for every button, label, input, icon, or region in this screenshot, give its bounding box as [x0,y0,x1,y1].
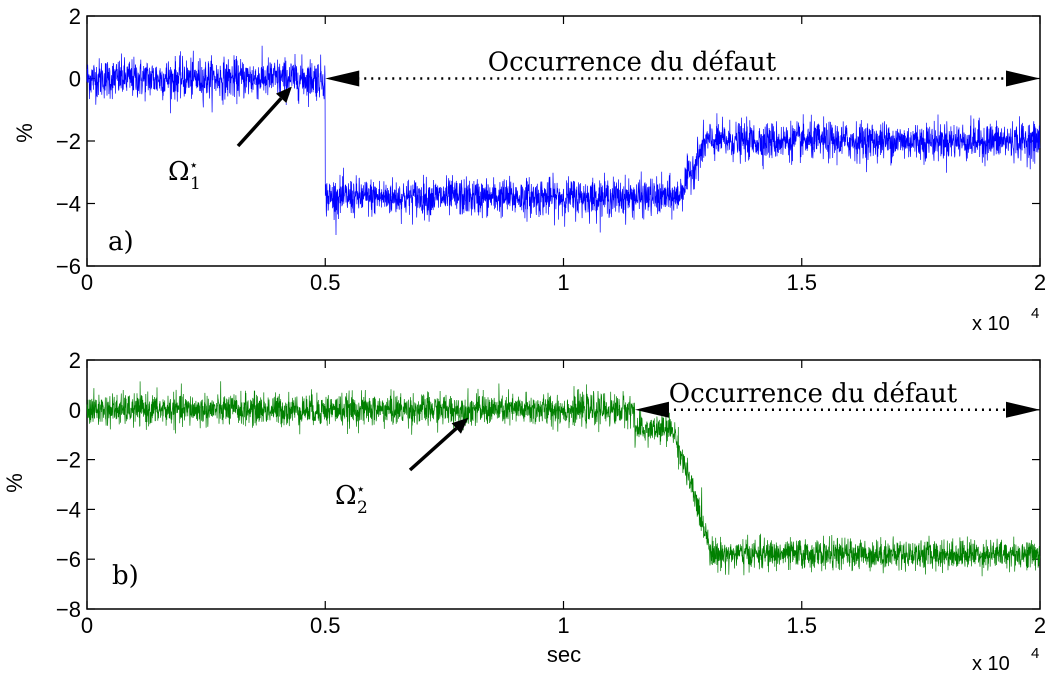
omega-base: Ω [168,157,190,187]
panel-b-annotation: Occurrence du défaut Ω 2⋆ [335,379,1040,518]
x-tick-label: 0.5 [310,613,341,638]
panel-a-ticks: 0 0.5 1 1.5 2 2 0 −2 −4 −6 [56,4,1046,295]
omega-superscript: ⋆ [189,156,198,174]
x-tick-label: 1 [557,613,569,638]
series-line [86,45,1041,236]
annotation-text: Occurrence du défaut [488,48,777,78]
annotation-arrowhead-left [634,401,669,418]
y-tick-label: −2 [56,129,81,154]
y-tick-label: −8 [56,597,81,622]
panel-b-ticks: 0 0.5 1 1.5 2 2 0 −2 −4 −6 −8 [56,348,1046,638]
symbol-pointer-line [236,97,283,148]
panel-b: 0 0.5 1 1.5 2 2 0 −2 −4 −6 −8 Occurrence du défaut… [2,348,1046,673]
x-tick-label: 0 [81,613,93,638]
omega-subscript: 2 [357,498,368,518]
panel-b-label: b) [112,561,139,591]
panel-a-label: a) [108,227,134,257]
panel-a-data [86,45,1041,236]
y-tick-label: −6 [56,547,81,572]
y-tick-label: −4 [56,497,81,522]
symbol-pointer-head [451,417,469,434]
panel-b-multiplier-exp: 4 [1031,645,1039,662]
panel-a-multiplier-exp: 4 [1031,305,1039,322]
x-tick-label: 2 [1034,270,1046,295]
annotation-arrowhead-left [325,70,360,87]
y-tick-label: −6 [56,254,81,279]
series-line [86,381,1041,577]
panel-a-ylabel: % [12,123,37,143]
x-tick-label: 1.5 [786,270,817,295]
panel-b-xlabel: sec [547,642,581,667]
panel-a-annotation: Occurrence du défaut Ω 1⋆ [168,48,1040,194]
omega-symbol: Ω 2⋆ [335,480,368,518]
x-tick-label: 2 [1034,613,1046,638]
omega-superscript: ⋆ [356,480,365,498]
panel-a-multiplier-text: x 10 [972,313,1010,335]
panel-b-data [86,381,1041,577]
annotation-arrowhead-right [1006,401,1040,418]
y-tick-label: −4 [56,192,81,217]
omega-base: Ω [335,481,357,511]
omega-symbol: Ω 1⋆ [168,156,201,194]
x-tick-label: 0.5 [310,270,341,295]
panel-a-x-multiplier: x 10 4 [972,305,1039,335]
y-tick-label: 0 [69,398,81,423]
y-tick-label: 0 [69,67,81,92]
panel-b-x-multiplier: x 10 4 [972,645,1039,673]
x-tick-label: 0 [81,270,93,295]
annotation-arrowhead-right [1006,70,1040,87]
y-tick-label: −2 [56,448,81,473]
omega-subscript: 1 [190,174,201,194]
x-tick-label: 1.5 [786,613,817,638]
annotation-text: Occurrence du défaut [669,379,958,409]
y-tick-label: 2 [69,4,81,29]
x-tick-label: 1 [557,270,569,295]
y-tick-label: 2 [69,348,81,373]
symbol-pointer-head [275,86,292,104]
panel-b-ylabel: % [2,473,27,493]
symbol-pointer-line [408,427,458,472]
panel-b-multiplier-text: x 10 [972,653,1010,673]
